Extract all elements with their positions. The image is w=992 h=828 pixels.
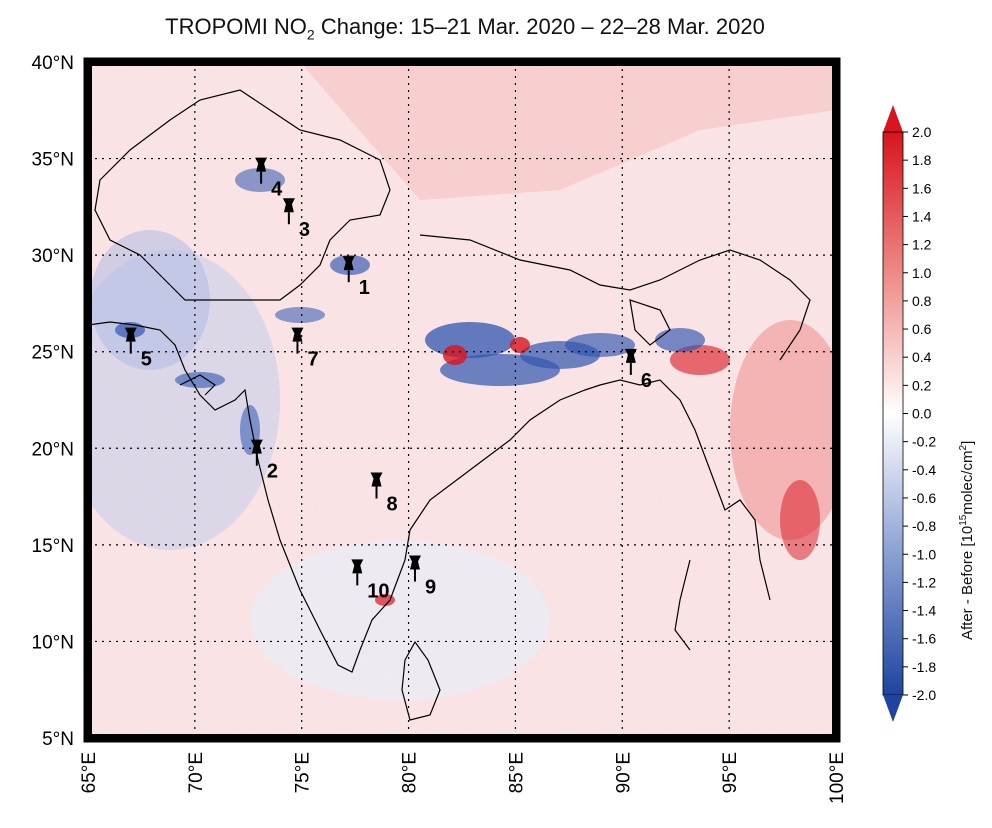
colorbar-label-sup1: 15 xyxy=(958,514,969,526)
city-marker: 10 xyxy=(351,559,390,602)
colorbar-tick-label: -2.0 xyxy=(912,687,936,703)
colorbar-label-sup2: 2 xyxy=(958,444,969,451)
lat-tick-label: 5°N xyxy=(42,729,74,750)
colorbar-tick-label: -1.2 xyxy=(912,574,936,590)
colorbar-label-suffix: ] xyxy=(959,440,976,445)
city-marker: 8 xyxy=(370,472,398,516)
city-marker-label: 3 xyxy=(299,219,310,241)
title-prefix: TROPOMI NO xyxy=(165,14,307,39)
map-frame xyxy=(83,57,841,743)
city-marker: 1 xyxy=(342,256,370,299)
lon-tick-label: 85°E xyxy=(506,752,527,793)
colorbar-max-arrow xyxy=(883,105,903,132)
colorbar-tick-label: -1.0 xyxy=(912,546,936,562)
no2-field xyxy=(88,62,836,738)
lon-tick-label: 100°E xyxy=(827,752,848,804)
pin-icon xyxy=(291,327,304,342)
decrease-region-south xyxy=(250,540,550,700)
lon-tick-label: 65°E xyxy=(79,752,100,793)
pin-icon xyxy=(351,559,364,574)
colorbar-tick-label: 0.4 xyxy=(912,349,932,365)
city-marker-label: 2 xyxy=(267,461,278,483)
city-marker-label: 7 xyxy=(307,349,318,371)
map-title: TROPOMI NO2 Change: 15–21 Mar. 2020 – 22… xyxy=(0,14,930,42)
colorbar-gradient xyxy=(882,131,904,696)
colorbar-tick-label: 1.6 xyxy=(912,180,932,196)
colorbar-tick-label: -1.8 xyxy=(912,659,936,675)
coastlines xyxy=(88,89,811,721)
pin-icon xyxy=(370,472,383,487)
colorbar-tick-label: 0.8 xyxy=(912,293,932,309)
lat-tick-label: 35°N xyxy=(32,150,74,171)
lat-tick-label: 15°N xyxy=(32,536,74,557)
latitude-labels: 40°N 35°N 30°N 25°N 20°N 15°N 10°N 5°N xyxy=(32,53,74,750)
colorbar-ticks: 2.0 1.8 1.6 1.4 1.2 1.0 0.8 0.6 0.4 0.2 0.0 -0.2 -0.… xyxy=(903,124,936,703)
colorbar-tick-label: 1.4 xyxy=(912,208,932,224)
pin-icon xyxy=(342,256,355,271)
lon-tick-label: 90°E xyxy=(613,752,634,793)
city-marker-label: 10 xyxy=(367,580,389,602)
city-marker-label: 1 xyxy=(359,277,370,299)
city-marker-label: 5 xyxy=(141,349,152,371)
city-marker: 6 xyxy=(624,348,652,392)
pin-icon xyxy=(282,198,295,213)
colorbar-tick-label: -1.6 xyxy=(912,631,936,647)
colorbar-tick-label: -1.4 xyxy=(912,603,936,619)
colorbar-tick-label: 0.6 xyxy=(912,321,932,337)
city-marker: 9 xyxy=(408,555,436,599)
colorbar-label-mid: molec/cm xyxy=(959,450,976,515)
increase-region-tibet xyxy=(300,62,836,200)
title-suffix: Change: 15–21 Mar. 2020 – 22–28 Mar. 202… xyxy=(314,14,765,39)
pin-icon xyxy=(124,327,137,342)
city-marker-label: 8 xyxy=(387,494,398,516)
colorbar-tick-label: 1.0 xyxy=(912,265,932,281)
lon-tick-label: 70°E xyxy=(186,752,207,793)
colorbar: 2.0 1.8 1.6 1.4 1.2 1.0 0.8 0.6 0.4 0.2 0.0 -0.2 -0.… xyxy=(882,105,936,722)
lon-tick-label: 95°E xyxy=(720,752,741,793)
indo-gangetic-patches xyxy=(115,168,820,606)
city-marker: 7 xyxy=(291,327,319,371)
lat-tick-label: 40°N xyxy=(32,53,74,74)
city-marker: 4 xyxy=(255,157,283,201)
title-subscript: 2 xyxy=(306,26,315,43)
lat-tick-label: 10°N xyxy=(32,632,74,653)
pin-icon xyxy=(408,555,421,570)
colorbar-tick-label: 2.0 xyxy=(912,124,932,140)
pin-icon xyxy=(624,348,637,363)
lat-tick-label: 25°N xyxy=(32,343,74,364)
colorbar-label-prefix: After - Before [10 xyxy=(959,525,976,640)
lat-tick-label: 30°N xyxy=(32,246,74,267)
colorbar-tick-label: -0.4 xyxy=(912,462,936,478)
city-marker-label: 6 xyxy=(641,370,652,392)
colorbar-tick-label: 1.8 xyxy=(912,152,932,168)
city-marker-label: 9 xyxy=(425,577,436,599)
colorbar-tick-label: 0.0 xyxy=(912,406,932,422)
colorbar-tick-label: -0.2 xyxy=(912,434,936,450)
colorbar-tick-label: 1.2 xyxy=(912,237,932,253)
colorbar-tick-label: 0.2 xyxy=(912,377,932,393)
colorbar-label: After - Before [1015molec/cm2] xyxy=(958,441,976,640)
pin-icon xyxy=(255,157,268,172)
city-marker: 5 xyxy=(124,327,152,371)
longitude-labels: 65°E 70°E 75°E 80°E 85°E 90°E 95°E 100°E xyxy=(79,752,848,804)
gridlines xyxy=(88,62,836,738)
lat-tick-label: 20°N xyxy=(32,439,74,460)
colorbar-min-arrow xyxy=(883,695,903,722)
lon-tick-label: 75°E xyxy=(293,752,314,793)
city-markers: 1 2 34 5 6 7 8 9 10 xyxy=(124,157,652,602)
colorbar-tick-label: -0.8 xyxy=(912,518,936,534)
pin-icon xyxy=(250,439,263,454)
city-marker: 2 xyxy=(250,439,278,483)
lon-tick-label: 80°E xyxy=(400,752,421,793)
city-marker-label: 4 xyxy=(271,179,283,201)
colorbar-tick-label: -0.6 xyxy=(912,490,936,506)
city-marker: 3 xyxy=(282,198,310,241)
